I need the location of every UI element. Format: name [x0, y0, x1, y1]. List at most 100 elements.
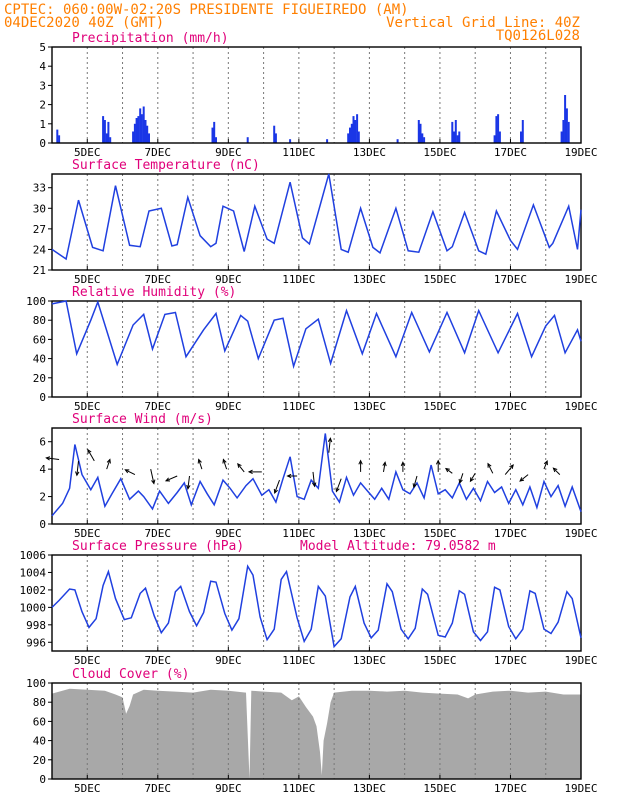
rh-xtick-label-1: 7DEC — [145, 400, 172, 413]
precip-xtick-label-2: 9DEC — [215, 146, 242, 159]
wind-vector-shaft-16 — [335, 478, 342, 492]
temp-series-line — [51, 173, 582, 261]
press-ytick-label-4: 1004 — [20, 566, 47, 579]
temp-xtick-label-1: 7DEC — [145, 273, 172, 286]
wind-xtick-label-3: 11DEC — [282, 527, 315, 540]
wind-vector-shaft-25 — [487, 463, 494, 474]
wind-ytick-label-2: 4 — [39, 463, 46, 476]
precip-bar-3 — [103, 120, 106, 143]
precip-xtick-label-5: 15DEC — [423, 146, 456, 159]
header-location: CPTEC: 060:00W-02:20S PRESIDENTE FIGUEIR… — [4, 2, 409, 18]
wind-vector-head-10 — [237, 463, 242, 468]
wind-vector-shaft-7 — [187, 475, 190, 489]
wind-xtick-label-5: 15DEC — [423, 527, 456, 540]
precip-bar-12 — [140, 114, 143, 143]
temp-xtick-label-0: 5DEC — [74, 273, 101, 286]
wind-vector-shaft-26 — [504, 464, 514, 475]
temp-frame — [51, 173, 582, 271]
wind-vector-shaft-22 — [445, 468, 453, 474]
press-xtick-label-6: 17DEC — [494, 654, 527, 667]
wind-vector-head-26 — [509, 464, 514, 470]
wind-vector-13 — [286, 473, 298, 479]
panel-temp: 21 24 27 30 33 5DEC 7DEC 9DEC 11DEC 13DEC 15DEC 17D… — [33, 158, 598, 286]
precip-bar-16 — [148, 133, 150, 143]
temp-xtick-label-3: 11DEC — [282, 273, 315, 286]
wind-vector-27 — [519, 474, 529, 482]
wind-vector-head-18 — [382, 461, 387, 467]
precip-bar-15 — [146, 125, 149, 143]
precip-bar-48 — [560, 131, 563, 143]
press-subtitle: Model Altitude: 79.0582 m — [300, 539, 496, 554]
temp-xtick-label-5: 15DEC — [423, 273, 456, 286]
wind-vector-head-11 — [247, 469, 253, 475]
wind-vector-head-24 — [469, 477, 474, 483]
wind-vector-shaft-12 — [274, 479, 280, 494]
precip-bar-9 — [135, 118, 138, 143]
wind-vector-shaft-14 — [312, 471, 316, 487]
precip-bar-14 — [144, 120, 147, 143]
wind-vector-16 — [335, 478, 342, 493]
wind-vector-0 — [45, 456, 60, 461]
precip-bar-25 — [347, 133, 350, 143]
wind-vector-head-8 — [197, 458, 202, 464]
rh-frame — [51, 300, 582, 398]
precip-xtick-label-1: 7DEC — [145, 146, 172, 159]
cloud-ytick-label-1: 20 — [33, 754, 46, 767]
press-xtick-label-5: 15DEC — [423, 654, 456, 667]
wind-vector-shaft-6 — [165, 475, 178, 482]
temp-xtick-label-4: 13DEC — [353, 273, 386, 286]
precip-bar-26 — [349, 127, 351, 143]
precip-bar-51 — [565, 108, 568, 143]
wind-vector-6 — [164, 475, 178, 482]
precip-ytick-label-1: 1 — [39, 118, 46, 131]
wind-vector-head-1 — [75, 471, 80, 477]
cloud-xtick-label-0: 5DEC — [74, 782, 101, 795]
cloud-xtick-label-3: 11DEC — [282, 782, 315, 795]
precip-bar-44 — [497, 114, 500, 143]
precip-bar-31 — [357, 131, 360, 143]
precip-bar-5 — [107, 121, 110, 143]
wind-xtick-label-2: 9DEC — [215, 527, 242, 540]
panel-cloud: 0 20 40 60 80 100 5DEC 7DEC 9DEC 11DEC 13DEC 15DEC 1… — [26, 667, 597, 795]
press-xtick-label-3: 11DEC — [282, 654, 315, 667]
temp-xtick-label-6: 17DEC — [494, 273, 527, 286]
temp-ytick-label-1: 24 — [33, 243, 47, 256]
wind-vector-25 — [487, 462, 494, 474]
rh-xtick-label-4: 13DEC — [353, 400, 386, 413]
wind-vector-19 — [400, 461, 406, 472]
rh-xtick-label-2: 9DEC — [215, 400, 242, 413]
temp-ytick-label-2: 27 — [33, 223, 46, 236]
panel-rh: 0 20 40 60 80 100 5DEC 7DEC 9DEC 11DEC 13DEC 15DEC 1… — [26, 285, 597, 413]
cloud-frame — [51, 682, 582, 780]
cloud-ytick-label-2: 40 — [33, 735, 46, 748]
precip-bar-18 — [213, 121, 216, 143]
precip-bar-49 — [562, 120, 565, 143]
precip-bar-29 — [354, 120, 357, 143]
wind-vector-head-22 — [444, 467, 450, 473]
wind-vector-shaft-24 — [469, 473, 476, 482]
wind-vector-9 — [222, 458, 228, 470]
wind-vector-head-17 — [358, 459, 363, 465]
precip-bar-20 — [246, 137, 249, 143]
press-frame — [51, 554, 582, 652]
precip-bar-42 — [493, 135, 496, 143]
precip-bar-11 — [139, 108, 142, 143]
panel-wind: 0 2 4 6 5DEC 7DEC 9DEC 11DEC 13DEC 15DEC 17DEC 19DE… — [39, 412, 597, 540]
wind-vector-7 — [186, 475, 191, 490]
cloud-title: Cloud Cover (%) — [72, 667, 189, 682]
cloud-xtick-label-7: 19DEC — [564, 782, 597, 795]
precip-bar-35 — [421, 133, 424, 143]
header-date: 04DEC2020 40Z (GMT) — [4, 15, 164, 31]
wind-ytick-label-0: 0 — [39, 518, 46, 531]
precip-bar-21 — [273, 125, 276, 143]
precip-bar-17 — [211, 127, 214, 143]
precip-bar-34 — [419, 123, 422, 143]
wind-vector-18 — [382, 461, 387, 472]
precip-xtick-label-0: 5DEC — [74, 146, 101, 159]
precip-ytick-label-5: 5 — [39, 41, 46, 54]
wind-vector-head-19 — [400, 461, 406, 467]
press-xtick-label-7: 19DEC — [564, 654, 597, 667]
precip-bar-38 — [453, 131, 455, 143]
cloud-xtick-label-1: 7DEC — [145, 782, 172, 795]
wind-vector-shaft-10 — [237, 463, 245, 473]
